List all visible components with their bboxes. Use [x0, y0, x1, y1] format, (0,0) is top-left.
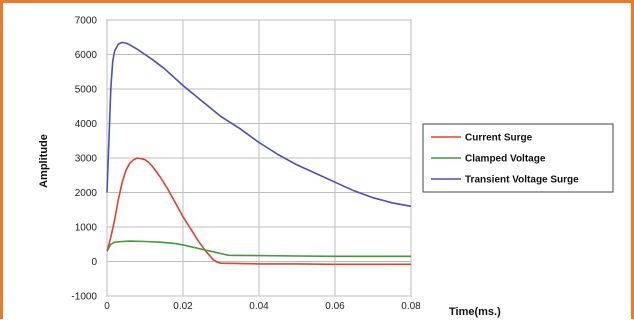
tick-labels: -1000 0 1000 2000 3000 4000 5000 6000 7000 0 0.02 0…: [71, 16, 421, 313]
x-tick-label: 0: [104, 301, 110, 312]
y-tick-label: 4000: [75, 119, 98, 130]
y-tick-label: 7000: [75, 16, 98, 27]
series-line-clamped-voltage: [106, 240, 411, 258]
y-tick-label: 2000: [75, 188, 98, 199]
gridlines: [106, 19, 412, 297]
x-tick-label: 0.06: [325, 301, 345, 312]
chart: -1000 0 1000 2000 3000 4000 5000 6000 7000 0 0.02 0…: [38, 16, 614, 318]
y-tick-label: 3000: [75, 154, 98, 165]
series-lines: [106, 41, 412, 266]
series-line-current-surge: [106, 157, 411, 266]
x-tick-label: 0.04: [249, 301, 269, 312]
legend-label-current-surge: Current Surge: [465, 133, 533, 144]
legend-label-clamped-voltage: Clamped Voltage: [465, 154, 546, 165]
legend: Current Surge Clamped Voltage Transient Vo…: [422, 123, 614, 193]
series-line-transient-voltage-surge: [106, 41, 412, 208]
x-tick-label: 0.08: [401, 301, 421, 312]
x-axis-title: Time(ms.): [449, 306, 501, 318]
y-tick-label: -1000: [71, 292, 97, 303]
x-tick-label: 0.02: [173, 301, 193, 312]
y-tick-label: 6000: [75, 50, 98, 61]
y-axis-title: Amplitude: [38, 134, 50, 188]
y-tick-label: 1000: [75, 223, 98, 234]
legend-label-transient-voltage-surge: Transient Voltage Surge: [465, 175, 579, 186]
y-tick-label: 5000: [75, 85, 98, 96]
y-tick-label: 0: [91, 257, 97, 268]
